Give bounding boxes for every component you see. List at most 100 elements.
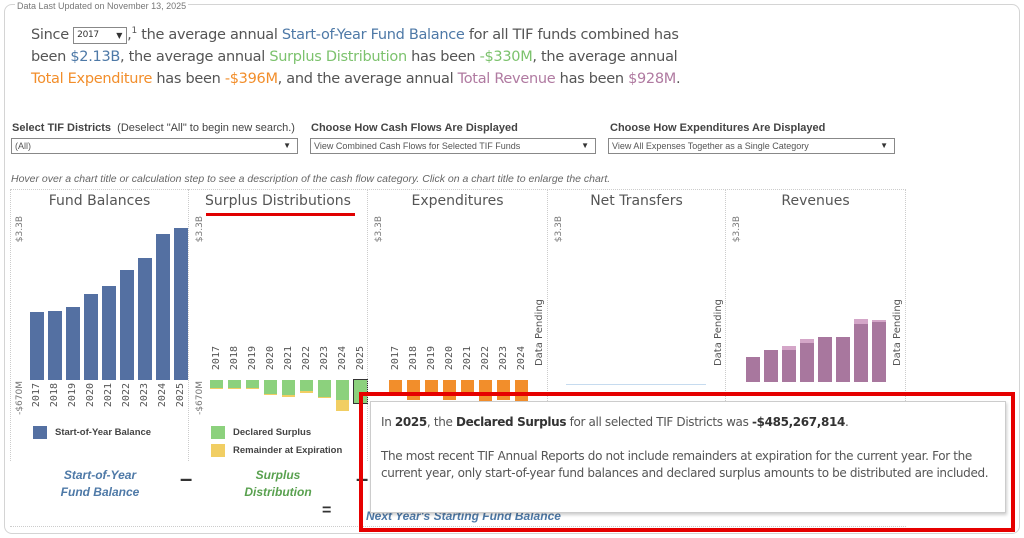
bar-2023[interactable]: [138, 258, 152, 380]
bar-2019[interactable]: [66, 307, 80, 380]
bottom-divider: [10, 526, 906, 527]
revenue-bar-2017[interactable]: [746, 357, 760, 382]
remainder-bar-2023[interactable]: [318, 397, 331, 398]
chart-title-surplus-distributions[interactable]: Surplus Distributions: [205, 193, 351, 209]
chart-title-expenditures[interactable]: Expenditures: [411, 193, 504, 209]
year-label: 2019: [247, 346, 258, 371]
year-label: 2024: [337, 346, 348, 371]
districts-filter-label: Select TIF Districts (Deselect "All" to …: [12, 122, 295, 134]
tooltip-summary: In 2025, the Declared Surplus for all se…: [381, 414, 995, 431]
surplus-bar-2024[interactable]: [336, 380, 349, 400]
expenditure-bar-2024[interactable]: [515, 380, 528, 402]
summary-text: has been: [152, 70, 225, 87]
bar-2017[interactable]: [30, 312, 44, 380]
expenditure-bar-2018[interactable]: [407, 380, 420, 400]
surplus-bar-2018[interactable]: [228, 380, 241, 388]
surplus-bar-2019[interactable]: [246, 380, 259, 388]
instructions-text: Hover over a chart title or calculation …: [11, 173, 611, 185]
remainder-bar-2020[interactable]: [264, 394, 277, 395]
surplus-bar-2022[interactable]: [300, 380, 313, 391]
revenue-bar-2019[interactable]: [782, 350, 796, 382]
net-transfers-zero-bars[interactable]: [566, 384, 706, 385]
bar-2020[interactable]: [84, 294, 98, 380]
bar-2018[interactable]: [48, 311, 62, 380]
axis-max-label: $3.3B: [374, 216, 384, 243]
revenue-bar-2023[interactable]: [854, 324, 868, 382]
bar-2022[interactable]: [120, 270, 134, 380]
remainder-bar-2019[interactable]: [246, 388, 259, 389]
chevron-down-icon: ▼: [283, 141, 291, 150]
tooltip-value: -$485,267,814: [751, 415, 845, 429]
surplus-bar-2020[interactable]: [264, 380, 277, 394]
revenue-bar-2021[interactable]: [818, 337, 832, 382]
expenditure-bar-2020[interactable]: [443, 380, 456, 400]
legend-remainder[interactable]: Remainder at Expiration: [211, 444, 342, 457]
bar-2021[interactable]: [102, 286, 116, 380]
expenditure-bar-2023[interactable]: [497, 380, 510, 400]
expenditures-dropdown[interactable]: View All Expenses Together as a Single C…: [608, 138, 895, 154]
equals-operator: =: [322, 502, 332, 519]
tooltip-year: 2025: [394, 415, 427, 429]
remainder-bar-2022[interactable]: [300, 391, 313, 393]
cash-flows-dropdown-value: View Combined Cash Flows for Selected TI…: [314, 141, 521, 151]
revenue-bar-2024[interactable]: [872, 322, 886, 382]
surplus-bar-2025-selected[interactable]: [353, 379, 368, 404]
tooltip-note: The most recent TIF Annual Reports do no…: [381, 449, 989, 480]
legend-swatch: [211, 444, 225, 457]
start-year-select[interactable]: 2017 ▼: [73, 26, 128, 44]
expenditure-bar-2021[interactable]: [461, 380, 474, 392]
revenue-label: Total Revenue: [457, 70, 556, 87]
remainder-bar-2021[interactable]: [282, 395, 295, 397]
fund-balance-value: $2.13B: [70, 48, 121, 65]
bar-2024[interactable]: [156, 234, 170, 380]
cash-flows-dropdown[interactable]: View Combined Cash Flows for Selected TI…: [310, 138, 596, 154]
revenue-bar-2018[interactable]: [764, 350, 778, 382]
axis-max-label: $3.3B: [195, 216, 205, 243]
districts-dropdown[interactable]: (All) ▼: [11, 138, 298, 154]
year-label: 2019: [426, 346, 437, 371]
remainder-bar-2017[interactable]: [210, 388, 223, 389]
filter-hint: (Deselect "All" to begin new search.): [117, 122, 295, 134]
calc-fund-balance[interactable]: Start-of-Year Fund Balance: [60, 468, 140, 499]
surplus-bar-2021[interactable]: [282, 380, 295, 395]
panel-net-transfers: Net Transfers $3.3B Data Pending: [547, 189, 725, 461]
legend-swatch: [211, 426, 225, 439]
remainder-bar-2024[interactable]: [336, 400, 349, 411]
chevron-down-icon: ▼: [116, 30, 123, 40]
surplus-bar-2017[interactable]: [210, 380, 223, 388]
summary-text: for all TIF funds combined has been: [31, 26, 679, 65]
legend-declared-surplus[interactable]: Declared Surplus: [211, 426, 311, 439]
expenditure-bar-2019[interactable]: [425, 380, 438, 392]
legend-label: Declared Surplus: [233, 427, 312, 439]
expenditure-bar-2022[interactable]: [479, 380, 492, 402]
data-pending-label: Data Pending: [534, 299, 545, 367]
bar-2025[interactable]: [174, 228, 188, 380]
expenditure-bar-2017[interactable]: [389, 380, 402, 392]
chart-title-fund-balances[interactable]: Fund Balances: [48, 193, 151, 209]
revenue-bar-2020[interactable]: [800, 343, 814, 382]
legend-label: Remainder at Expiration: [233, 445, 343, 457]
legend-start-of-year[interactable]: Start-of-Year Balance: [33, 426, 151, 439]
surplus-bar-2023[interactable]: [318, 380, 331, 397]
year-label: 2022: [301, 346, 312, 371]
revenue-other-bar-2023[interactable]: [854, 319, 868, 324]
revenue-bar-2022[interactable]: [836, 337, 850, 382]
axis-min-label: -$670M: [195, 381, 205, 415]
summary-text: , the average annual: [532, 48, 678, 65]
revenue-other-bar-2019[interactable]: [782, 346, 796, 350]
footnote-marker: 1: [131, 26, 137, 36]
chart-title-net-transfers[interactable]: Net Transfers: [590, 193, 683, 209]
axis-min-label: -$670M: [15, 381, 25, 415]
remainder-bar-2018[interactable]: [228, 388, 241, 389]
summary-text: has been: [406, 48, 480, 65]
panel-revenues: Revenues $3.3B Data Pending: [725, 189, 906, 461]
revenue-other-bar-2024[interactable]: [872, 320, 886, 322]
tooltip-text: , the: [426, 415, 456, 429]
revenue-other-bar-2020[interactable]: [800, 339, 814, 343]
chart-title-revenues[interactable]: Revenues: [781, 193, 850, 209]
calc-surplus-distribution[interactable]: Surplus Distribution: [244, 468, 312, 499]
panels-divider: [10, 189, 906, 190]
year-label: 2023: [139, 383, 150, 408]
year-label: 2020: [265, 346, 276, 371]
year-label: 2022: [480, 346, 491, 371]
